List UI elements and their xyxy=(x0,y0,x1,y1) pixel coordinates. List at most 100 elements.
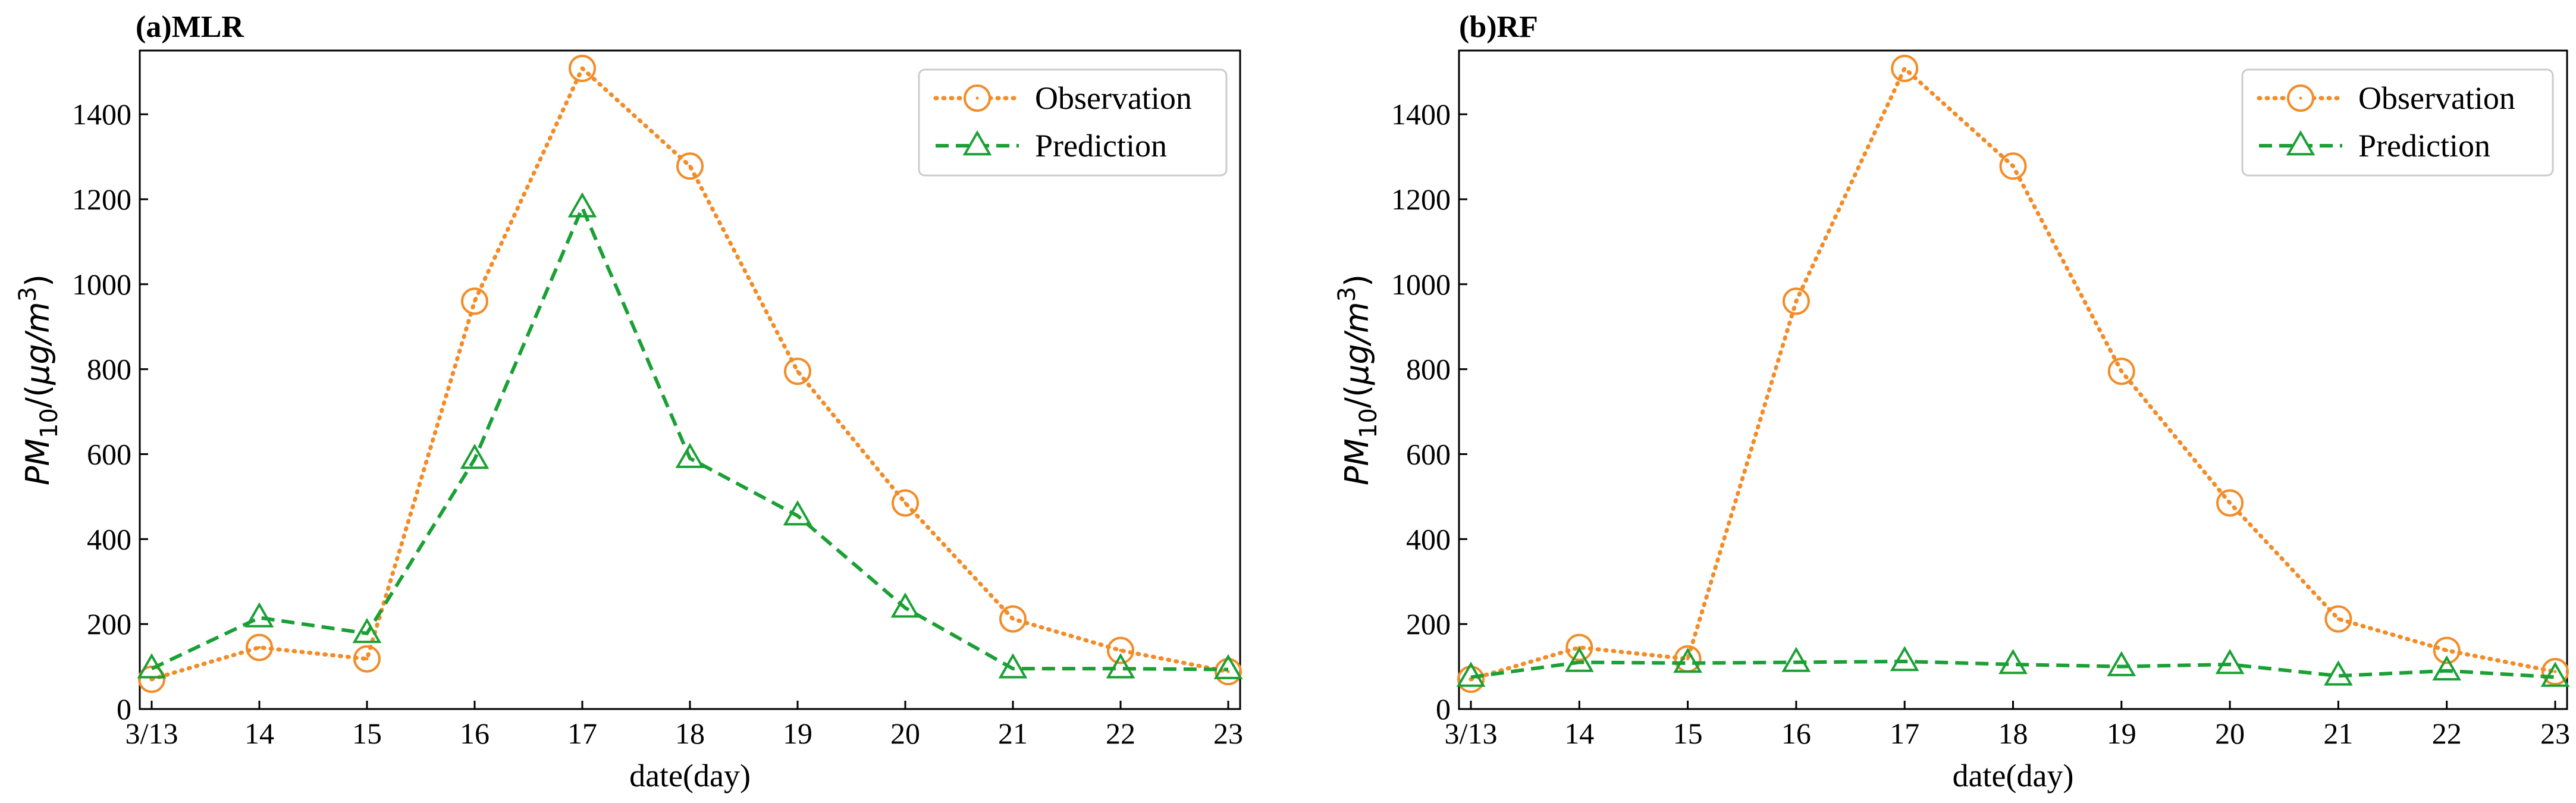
prediction-point xyxy=(890,592,920,618)
x-tick-label: 3/13 xyxy=(125,717,178,750)
legend-label-prediction: Prediction xyxy=(2358,128,2490,164)
prediction-point xyxy=(352,617,382,644)
x-tick-label: 17 xyxy=(1890,717,1919,750)
legend-marker-observation-center xyxy=(975,96,979,100)
x-tick-label: 17 xyxy=(567,717,597,750)
observation-point xyxy=(999,605,1027,633)
observation-point xyxy=(569,54,596,82)
y-tick-label: 400 xyxy=(1406,522,1451,556)
y-axis-label: PM10/(μg/m3) xyxy=(14,274,63,485)
x-tick-label: 14 xyxy=(1564,717,1594,750)
prediction-line xyxy=(1470,660,2556,679)
chart-panel-rf: (b)RF 0 200 400 600 800 1000 1200 1400 3/13 14 15 16… xyxy=(1334,10,2570,793)
prediction-point xyxy=(244,602,274,628)
observation-point xyxy=(1891,54,1919,82)
prediction-line xyxy=(150,203,1229,672)
y-tick-label: 0 xyxy=(1436,692,1451,726)
x-tick-label: 22 xyxy=(1106,717,1135,750)
y-tick-label: 1000 xyxy=(72,268,131,301)
observation-point-center xyxy=(258,645,261,649)
y-tick-label: 1000 xyxy=(1391,268,1451,301)
observation-point-center xyxy=(1686,657,1690,661)
observation-point xyxy=(1215,658,1242,686)
legend-marker-prediction xyxy=(2286,130,2315,156)
y-tick-label: 0 xyxy=(117,692,131,726)
chart-panel-mlr: (a)MLR 0 200 400 600 800 1000 1200 1400 3/13 14 15 1… xyxy=(14,10,1243,793)
observation-point-center xyxy=(796,369,799,373)
observation-point-center xyxy=(581,67,584,70)
observation-point xyxy=(2542,658,2569,686)
observation-point xyxy=(246,633,273,661)
x-tick-label: 14 xyxy=(244,717,274,750)
observation-point xyxy=(353,645,381,673)
observation-point-center xyxy=(2120,369,2123,373)
observation-point xyxy=(1782,287,1810,315)
prediction-point xyxy=(2324,660,2353,686)
x-tick-label: 20 xyxy=(2215,717,2245,750)
chart-title: (a)MLR xyxy=(136,10,244,44)
observation-point xyxy=(1565,633,1593,661)
x-tick-label: 23 xyxy=(2540,717,2570,750)
observation-point xyxy=(2216,489,2244,517)
y-axis-label: PM10/(μg/m3) xyxy=(1334,274,1382,485)
y-tick-label: 1400 xyxy=(72,98,131,131)
prediction-point xyxy=(1106,653,1135,679)
observation-point xyxy=(1107,636,1134,664)
observation-point-center xyxy=(2228,501,2232,505)
prediction-point xyxy=(2432,655,2462,681)
observation-point xyxy=(784,357,811,385)
prediction-point xyxy=(2107,651,2136,676)
legend-marker-observation-center xyxy=(2299,96,2302,100)
x-tick-label: 23 xyxy=(1213,717,1243,750)
prediction-point xyxy=(2215,649,2245,675)
prediction-point xyxy=(1213,654,1243,679)
x-tick-label: 18 xyxy=(1998,717,2028,750)
observation-point xyxy=(2324,605,2352,633)
observation-point xyxy=(1457,666,1485,694)
observation-point-center xyxy=(1119,648,1122,652)
prediction-point xyxy=(137,653,167,679)
prediction-point xyxy=(1673,647,1702,673)
legend-marker-prediction xyxy=(962,130,992,156)
legend-label-observation: Observation xyxy=(2358,80,2515,116)
y-tick-label: 200 xyxy=(87,607,131,641)
legend-box xyxy=(2241,68,2554,177)
observation-point xyxy=(1999,152,2027,180)
prediction-point xyxy=(1781,647,1811,672)
x-tick-label: 21 xyxy=(2323,717,2353,750)
observation-point-center xyxy=(688,164,692,168)
y-tick-label: 600 xyxy=(87,437,131,470)
observation-point-center xyxy=(1903,67,1906,70)
observation-point xyxy=(2433,636,2461,664)
observation-point-center xyxy=(2336,617,2340,621)
y-tick-label: 600 xyxy=(1406,437,1451,470)
x-tick-label: 20 xyxy=(890,717,920,750)
y-tick-label: 1200 xyxy=(1391,183,1451,216)
y-tick-label: 400 xyxy=(87,522,131,556)
y-tick-label: 800 xyxy=(1406,353,1451,386)
prediction-point xyxy=(1890,646,1919,672)
observation-point-center xyxy=(473,299,476,303)
x-tick-label: 16 xyxy=(1781,717,1811,750)
x-tick-label: 21 xyxy=(998,717,1028,750)
x-tick-label: 19 xyxy=(783,717,812,750)
prediction-point xyxy=(675,443,705,468)
legend-label-prediction: Prediction xyxy=(1035,128,1167,164)
chart-title: (b)RF xyxy=(1459,10,1538,44)
observation-point-center xyxy=(1794,299,1798,303)
prediction-point xyxy=(2540,661,2570,687)
x-tick-label: 15 xyxy=(352,717,382,750)
observation-point-center xyxy=(365,657,369,661)
y-tick-label: 1400 xyxy=(1391,98,1451,131)
x-axis-label: date(day) xyxy=(629,758,751,793)
prediction-point xyxy=(1998,649,2028,675)
observation-point xyxy=(892,489,919,517)
y-tick-label: 800 xyxy=(87,353,131,386)
observation-point xyxy=(676,152,704,180)
y-tick-label: 200 xyxy=(1406,607,1451,641)
prediction-point xyxy=(1456,661,1486,687)
observation-point-center xyxy=(2553,670,2557,673)
x-tick-label: 16 xyxy=(460,717,490,750)
legend-label-observation: Observation xyxy=(1035,80,1192,116)
